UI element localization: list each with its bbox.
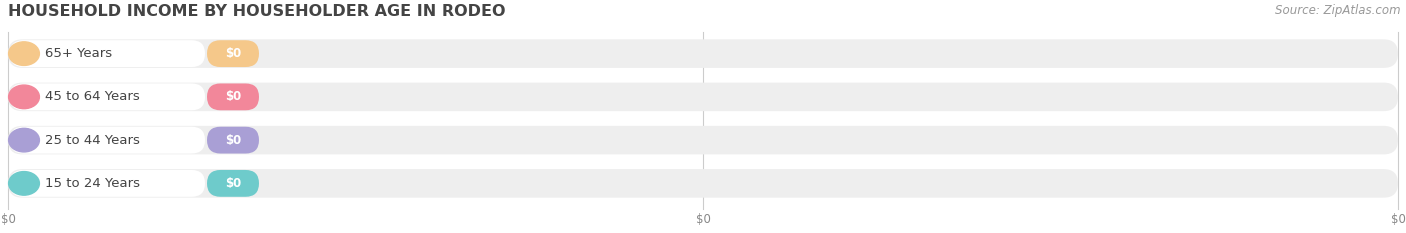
- Text: $0: $0: [225, 90, 240, 103]
- FancyBboxPatch shape: [8, 126, 1398, 154]
- Text: $0: $0: [225, 177, 240, 190]
- Text: 45 to 64 Years: 45 to 64 Years: [45, 90, 139, 103]
- FancyBboxPatch shape: [10, 170, 205, 197]
- FancyBboxPatch shape: [10, 127, 205, 154]
- FancyBboxPatch shape: [207, 83, 259, 110]
- Text: $0: $0: [0, 213, 15, 226]
- Text: $0: $0: [1391, 213, 1406, 226]
- Text: Source: ZipAtlas.com: Source: ZipAtlas.com: [1275, 4, 1400, 17]
- Text: 65+ Years: 65+ Years: [45, 47, 112, 60]
- Text: 25 to 44 Years: 25 to 44 Years: [45, 134, 139, 147]
- FancyBboxPatch shape: [8, 83, 1398, 111]
- FancyBboxPatch shape: [8, 169, 1398, 198]
- FancyBboxPatch shape: [10, 40, 205, 67]
- FancyBboxPatch shape: [10, 83, 205, 110]
- Text: 15 to 24 Years: 15 to 24 Years: [45, 177, 141, 190]
- Text: $0: $0: [225, 134, 240, 147]
- Ellipse shape: [8, 128, 39, 152]
- Ellipse shape: [8, 85, 39, 109]
- FancyBboxPatch shape: [207, 127, 259, 154]
- Ellipse shape: [8, 42, 39, 65]
- FancyBboxPatch shape: [8, 39, 1398, 68]
- FancyBboxPatch shape: [207, 40, 259, 67]
- Text: HOUSEHOLD INCOME BY HOUSEHOLDER AGE IN RODEO: HOUSEHOLD INCOME BY HOUSEHOLDER AGE IN R…: [8, 4, 506, 19]
- FancyBboxPatch shape: [207, 170, 259, 197]
- Ellipse shape: [8, 171, 39, 195]
- Text: $0: $0: [225, 47, 240, 60]
- Text: $0: $0: [696, 213, 710, 226]
